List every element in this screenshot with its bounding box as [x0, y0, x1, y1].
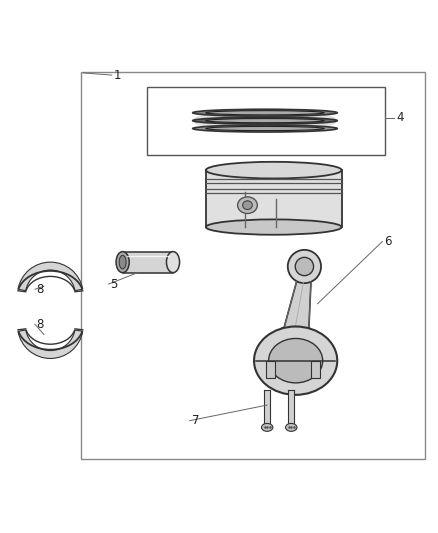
Ellipse shape: [268, 338, 323, 383]
Ellipse shape: [193, 117, 337, 124]
Ellipse shape: [261, 423, 273, 431]
Ellipse shape: [206, 220, 342, 235]
Wedge shape: [18, 262, 83, 290]
Ellipse shape: [238, 197, 258, 214]
Ellipse shape: [193, 109, 337, 116]
Ellipse shape: [193, 125, 337, 132]
Ellipse shape: [286, 423, 297, 431]
Text: 7: 7: [192, 414, 199, 427]
Bar: [264, 390, 270, 423]
Ellipse shape: [116, 252, 129, 273]
Bar: [206, 170, 342, 227]
Ellipse shape: [254, 327, 337, 395]
Text: 1: 1: [114, 69, 121, 82]
Text: 6: 6: [385, 235, 392, 248]
Text: 8: 8: [36, 283, 43, 296]
Bar: [81, 71, 425, 459]
Ellipse shape: [206, 162, 342, 179]
Ellipse shape: [288, 250, 321, 283]
Bar: [288, 390, 294, 423]
Text: 8: 8: [36, 318, 43, 331]
Ellipse shape: [119, 255, 126, 269]
Ellipse shape: [166, 252, 180, 273]
Text: 5: 5: [110, 278, 118, 290]
Ellipse shape: [295, 257, 314, 276]
Bar: [123, 252, 173, 273]
Polygon shape: [282, 282, 311, 330]
Bar: [266, 361, 275, 378]
Wedge shape: [18, 330, 83, 359]
Bar: [311, 361, 320, 378]
Ellipse shape: [206, 111, 324, 115]
Bar: [147, 87, 385, 155]
Ellipse shape: [206, 126, 324, 131]
Text: 4: 4: [396, 111, 404, 124]
Ellipse shape: [206, 118, 324, 123]
Ellipse shape: [193, 109, 337, 133]
Ellipse shape: [243, 201, 252, 209]
